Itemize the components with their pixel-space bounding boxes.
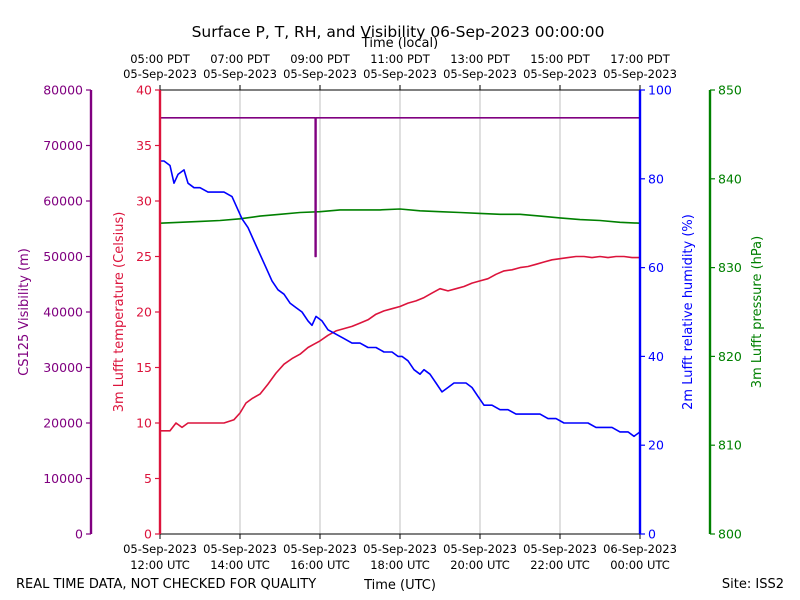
temperature-tick-label: 40 (136, 83, 152, 98)
local-tick-time: 05:00 PDT (130, 52, 191, 66)
local-tick-date: 05-Sep-2023 (363, 67, 437, 81)
visibility-tick-label: 20000 (43, 416, 83, 431)
local-tick-date: 05-Sep-2023 (283, 67, 357, 81)
utc-tick-date: 05-Sep-2023 (123, 542, 197, 556)
visibility-tick-label: 30000 (43, 360, 83, 375)
humidity-tick-label: 80 (648, 171, 664, 186)
temperature-tick-label: 25 (136, 249, 152, 264)
local-tick-time: 17:00 PDT (610, 52, 671, 66)
local-tick-date: 05-Sep-2023 (523, 67, 597, 81)
temperature-tick-label: 20 (136, 305, 152, 320)
local-tick-time: 09:00 PDT (290, 52, 351, 66)
visibility-tick-label: 50000 (43, 249, 83, 264)
utc-tick-time: 00:00 UTC (610, 558, 670, 572)
pressure-tick-label: 800 (718, 527, 742, 542)
visibility-axis-label: CS125 Visibility (m) (17, 248, 32, 376)
local-tick-time: 11:00 PDT (370, 52, 431, 66)
local-tick-date: 05-Sep-2023 (603, 67, 677, 81)
humidity-tick-label: 60 (648, 260, 664, 275)
temperature-tick-label: 5 (144, 471, 152, 486)
utc-tick-time: 20:00 UTC (450, 558, 510, 572)
pressure-tick-label: 850 (718, 83, 742, 98)
utc-tick-date: 06-Sep-2023 (603, 542, 677, 556)
local-tick-time: 07:00 PDT (210, 52, 271, 66)
local-tick-date: 05-Sep-2023 (203, 67, 277, 81)
visibility-tick-label: 70000 (43, 138, 83, 153)
local-tick-time: 15:00 PDT (530, 52, 591, 66)
visibility-tick-label: 10000 (43, 471, 83, 486)
site-label: Site: ISS2 (722, 577, 784, 592)
humidity-tick-label: 0 (648, 527, 656, 542)
utc-tick-date: 05-Sep-2023 (523, 542, 597, 556)
temperature-tick-label: 35 (136, 138, 152, 153)
local-tick-date: 05-Sep-2023 (443, 67, 517, 81)
axes: 05-Sep-2023 12:00 UTC 05-Sep-2023 14:00 UTC… (17, 52, 765, 572)
utc-tick-time: 18:00 UTC (370, 558, 430, 572)
local-tick-time: 13:00 PDT (450, 52, 511, 66)
pressure-tick-label: 810 (718, 438, 742, 453)
utc-tick-date: 05-Sep-2023 (283, 542, 357, 556)
humidity-tick-label: 40 (648, 349, 664, 364)
humidity-axis-label: 2m Lufft relative humidity (%) (681, 214, 696, 410)
utc-tick-time: 16:00 UTC (290, 558, 350, 572)
utc-tick-time: 12:00 UTC (130, 558, 190, 572)
visibility-tick-label: 80000 (43, 83, 83, 98)
temperature-tick-label: 15 (136, 360, 152, 375)
pressure-tick-label: 830 (718, 260, 742, 275)
temperature-tick-label: 0 (144, 527, 152, 542)
chart-title: Surface P, T, RH, and Visibility 06-Sep-… (192, 23, 605, 41)
utc-tick-time: 14:00 UTC (210, 558, 270, 572)
utc-tick-date: 05-Sep-2023 (363, 542, 437, 556)
visibility-tick-label: 0 (75, 527, 83, 542)
series-line-temperature (160, 255, 640, 432)
data-series (159, 117, 641, 438)
temperature-tick-label: 30 (136, 194, 152, 209)
local-tick-date: 05-Sep-2023 (123, 67, 197, 81)
utc-tick-time: 22:00 UTC (530, 558, 590, 572)
pressure-tick-label: 820 (718, 349, 742, 364)
quality-disclaimer: REAL TIME DATA, NOT CHECKED FOR QUALITY (16, 577, 316, 592)
temperature-tick-label: 10 (136, 416, 152, 431)
visibility-tick-label: 60000 (43, 194, 83, 209)
top-x-axis-label: Time (local) (361, 36, 438, 51)
pressure-tick-label: 840 (718, 171, 742, 186)
bottom-x-axis-label: Time (UTC) (363, 578, 436, 593)
pressure-axis-label: 3m Lufft pressure (hPa) (750, 236, 765, 388)
series-line-humidity (160, 160, 641, 438)
series-line-pressure (159, 208, 641, 224)
series-line-visibility (160, 117, 640, 258)
temperature-axis-label: 3m Lufft temperature (Celsius) (112, 212, 127, 413)
visibility-tick-label: 40000 (43, 305, 83, 320)
humidity-tick-label: 20 (648, 438, 664, 453)
humidity-tick-label: 100 (648, 83, 672, 98)
vertical-gridlines (239, 90, 561, 534)
utc-tick-date: 05-Sep-2023 (203, 542, 277, 556)
utc-tick-date: 05-Sep-2023 (443, 542, 517, 556)
